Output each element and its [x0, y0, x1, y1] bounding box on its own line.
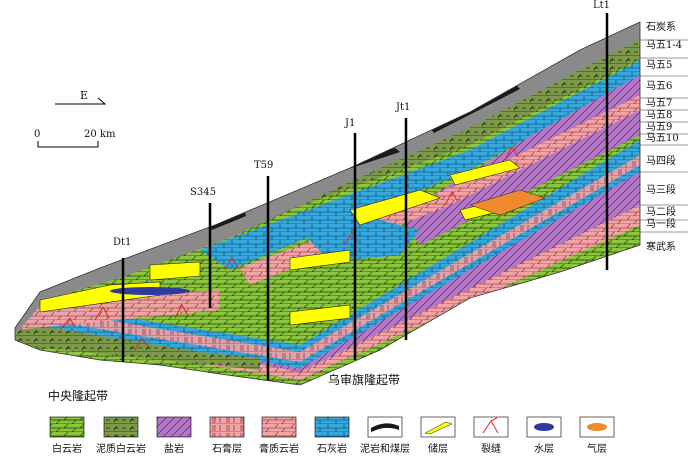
scale-zero: 0: [34, 129, 40, 140]
scale-distance: 20 km: [84, 129, 116, 140]
formation-label: 寒武系: [646, 240, 676, 253]
well-label: Lt1: [593, 0, 610, 11]
legend-label: 裂缝: [481, 442, 501, 455]
legend: [49, 416, 615, 438]
region-label-wushenqi: 乌审旗隆起带: [328, 372, 400, 387]
fracture-marks: [59, 146, 519, 351]
east-arrow-icon: [55, 97, 107, 105]
limestone-swatch: [314, 416, 350, 438]
scale-bar: [37, 141, 99, 148]
formation-label: 马一段: [646, 217, 676, 230]
gypsum-swatch: [209, 416, 245, 438]
formation-label: 马五8: [646, 109, 672, 121]
well-label: Jt1: [395, 102, 410, 113]
ma3-salt-layer: [150, 170, 640, 372]
legend-label: 泥质白云岩: [96, 442, 146, 455]
reservoir-lens: [289, 249, 351, 271]
well-label: T59: [254, 160, 273, 171]
legend-label: 石灰岩: [317, 442, 347, 455]
formation-label: 石炭系: [646, 21, 676, 33]
well-label: S345: [190, 187, 216, 198]
legend-label: 气层: [587, 442, 607, 455]
coal-streak: [210, 212, 246, 230]
reservoir-lens: [449, 159, 521, 186]
argillaceous-dolomite-swatch: [103, 416, 139, 438]
well-lines: [121, 13, 609, 380]
formation-leaders: [640, 39, 688, 233]
formation-label: 马五1-4: [646, 39, 682, 51]
legend-label: 水层: [534, 443, 554, 455]
salt-rock-swatch: [156, 416, 192, 438]
gypsiferous-dolomite-band: [15, 290, 220, 330]
reservoir-lens: [349, 189, 441, 226]
water-layer: [110, 287, 190, 295]
carboniferous-layer: [15, 22, 640, 335]
legend-label: 储层: [428, 442, 448, 455]
formation-label: 马五9: [646, 121, 672, 133]
formation-label: 马五7: [646, 97, 672, 109]
section-outline: [14, 21, 641, 386]
formation-label: 马四段: [646, 154, 676, 167]
legend-label: 石膏层: [212, 442, 242, 455]
compass-label: E: [80, 89, 88, 102]
region-label-central: 中央隆起带: [48, 388, 108, 403]
well-label: Dt1: [113, 237, 131, 248]
formation-label: 马五10: [646, 132, 679, 144]
reservoir-lens: [149, 261, 201, 281]
reservoir-lens: [289, 304, 351, 326]
dolomite-swatch: [49, 416, 85, 438]
legend-label: 白云岩: [52, 442, 82, 455]
gypsiferous-dolomite-swatch: [261, 416, 297, 438]
gas-layer: [469, 189, 546, 216]
well-label: J1: [344, 118, 355, 129]
formation-label: 马二段: [646, 205, 676, 218]
fracture-swatch: [473, 416, 509, 438]
legend-label: 膏质云岩: [259, 442, 299, 455]
formation-label: 马五6: [646, 80, 672, 92]
limestone-lens: [300, 215, 420, 262]
legend-label: 泥岩和煤层: [360, 442, 410, 455]
formation-label: 马三段: [646, 183, 676, 196]
ma5-limestone-band: [200, 60, 640, 270]
formation-label: 马五5: [646, 59, 672, 71]
legend-label: 盐岩: [164, 442, 184, 455]
